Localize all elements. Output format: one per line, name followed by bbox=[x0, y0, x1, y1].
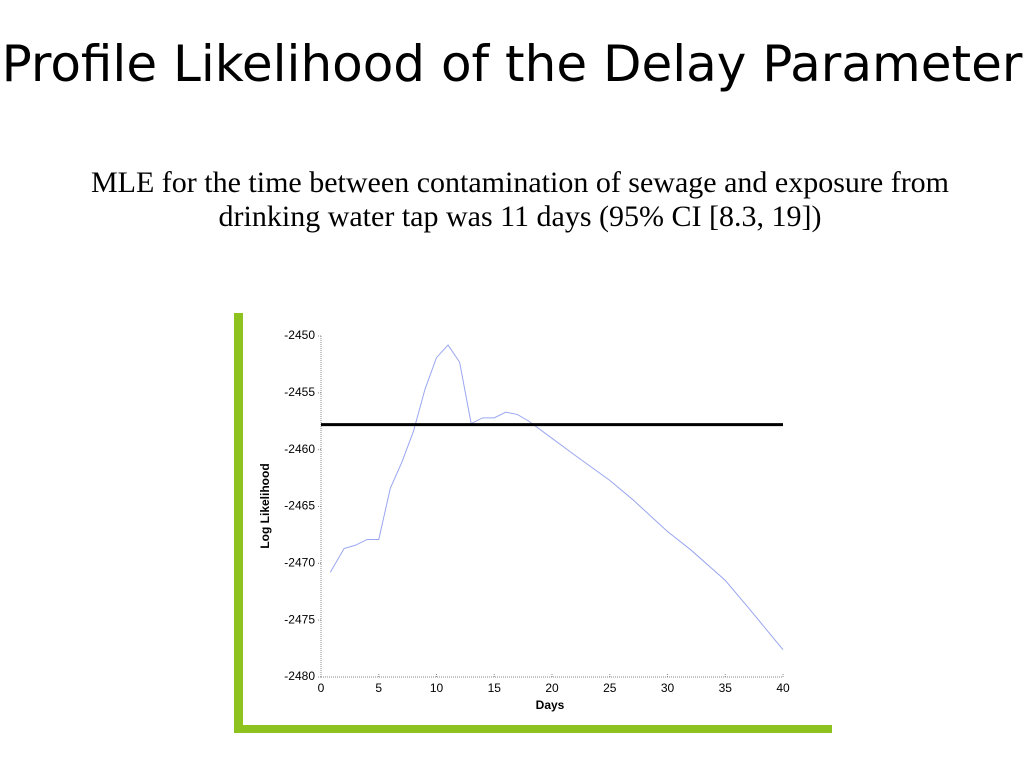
x-tick-label: 15 bbox=[488, 681, 502, 695]
x-axis-label: Days bbox=[536, 698, 565, 712]
y-axis-label: Log Likelihood bbox=[258, 463, 272, 548]
x-tick-label: 40 bbox=[776, 681, 790, 695]
slide-body: MLE for the time between contamination o… bbox=[90, 166, 950, 233]
y-tick-label: -2460 bbox=[284, 442, 315, 456]
y-tick-label: -2480 bbox=[284, 669, 315, 683]
likelihood-line bbox=[329, 344, 784, 651]
y-tick-label: -2450 bbox=[284, 328, 315, 342]
x-tick-label: 5 bbox=[375, 681, 382, 695]
x-tick-label: 0 bbox=[318, 681, 325, 695]
frame-bottom bbox=[234, 725, 832, 733]
y-tick-label: -2465 bbox=[284, 499, 315, 513]
y-tick-label: -2455 bbox=[284, 385, 315, 399]
x-tick-label: 10 bbox=[430, 681, 444, 695]
y-tick-label: -2470 bbox=[284, 556, 315, 570]
frame-left bbox=[234, 313, 243, 733]
x-tick-label: 30 bbox=[661, 681, 675, 695]
slide-title: Profile Likelihood of the Delay Paramete… bbox=[1, 35, 1023, 93]
x-tick-label: 20 bbox=[545, 681, 559, 695]
y-tick-label: -2475 bbox=[284, 612, 315, 626]
x-tick-label: 25 bbox=[603, 681, 617, 695]
x-tick-label: 35 bbox=[719, 681, 733, 695]
